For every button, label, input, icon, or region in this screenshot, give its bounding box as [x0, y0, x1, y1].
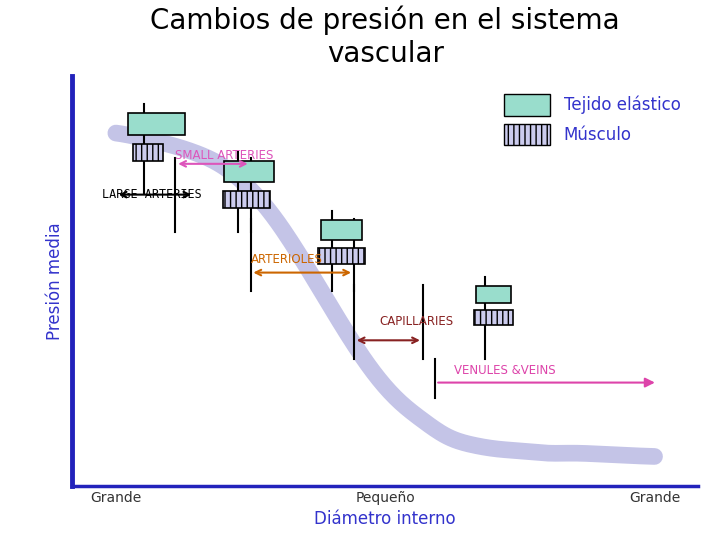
Bar	[321, 220, 361, 240]
Title: Cambios de presión en el sistema
vascular: Cambios de presión en el sistema vascula…	[150, 6, 620, 68]
Text: LARGE ARTERIES: LARGE ARTERIES	[102, 188, 202, 201]
Bar	[222, 191, 269, 208]
Legend: Tejido elástico, Músculo: Tejido elástico, Músculo	[504, 94, 680, 145]
Bar	[128, 112, 185, 135]
Text: CAPILLARIES: CAPILLARIES	[379, 315, 453, 328]
Bar	[224, 161, 274, 183]
Y-axis label: Presión media: Presión media	[45, 222, 63, 340]
Text: VENULES &VEINS: VENULES &VEINS	[454, 364, 556, 377]
Bar	[474, 310, 513, 325]
Bar	[477, 286, 510, 303]
Bar	[318, 248, 365, 265]
X-axis label: Diámetro interno: Diámetro interno	[315, 510, 456, 529]
Text: SMALL ARTERIES: SMALL ARTERIES	[176, 149, 274, 162]
Bar	[133, 144, 163, 160]
Text: ARTERIOLES: ARTERIOLES	[251, 253, 323, 266]
